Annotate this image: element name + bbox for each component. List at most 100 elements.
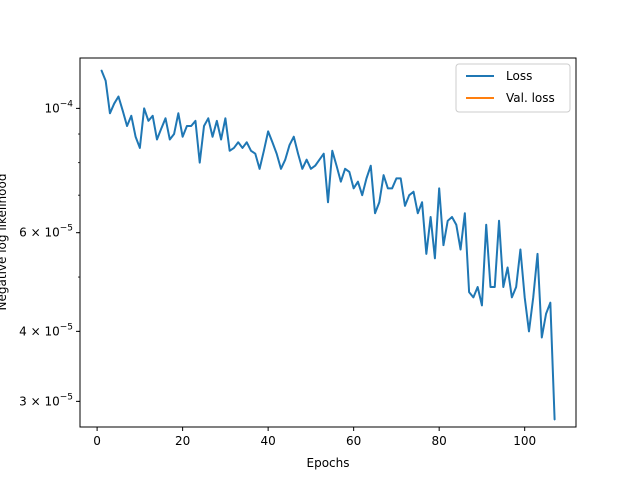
- y-axis-label: Negative log likelihood: [0, 174, 9, 311]
- data-point: [502, 286, 504, 288]
- data-point: [263, 150, 265, 152]
- data-point: [344, 168, 346, 170]
- data-point: [280, 168, 282, 170]
- plot-area: [100, 69, 556, 421]
- data-point: [506, 266, 509, 269]
- data-point: [327, 201, 329, 203]
- data-point: [237, 141, 239, 143]
- data-point: [267, 130, 269, 132]
- y-tick-label: 4 × 10−5: [19, 322, 73, 338]
- data-point: [357, 181, 359, 183]
- data-point: [190, 125, 192, 127]
- data-point: [554, 419, 556, 421]
- data-point: [387, 187, 389, 189]
- data-point: [293, 136, 295, 138]
- data-point: [203, 125, 205, 127]
- data-point: [156, 138, 158, 141]
- y-tick-label: 6 × 10−5: [19, 224, 73, 240]
- data-point: [498, 220, 500, 222]
- data-point: [199, 162, 201, 164]
- data-point: [276, 153, 278, 155]
- data-point: [143, 107, 145, 109]
- data-point: [408, 194, 410, 196]
- data-point: [515, 286, 517, 288]
- data-point: [404, 205, 406, 207]
- data-point: [323, 153, 325, 155]
- x-axis-label: Epochs: [307, 456, 350, 470]
- data-point: [425, 253, 427, 255]
- data-point: [306, 159, 308, 161]
- series-points-loss: [100, 69, 556, 421]
- data-point: [216, 120, 218, 122]
- data-point: [477, 286, 479, 288]
- data-point: [284, 159, 286, 161]
- x-tick-label: 40: [260, 434, 275, 448]
- x-tick-label: 20: [175, 434, 190, 448]
- data-point: [541, 336, 543, 339]
- data-point: [224, 117, 226, 119]
- data-point: [438, 187, 440, 189]
- data-point: [442, 244, 445, 246]
- data-point: [511, 296, 513, 298]
- data-point: [451, 216, 453, 218]
- data-point: [335, 165, 338, 167]
- data-point: [412, 191, 415, 193]
- data-point: [468, 291, 470, 293]
- data-point: [528, 330, 530, 332]
- data-point: [246, 141, 248, 143]
- data-point: [177, 112, 179, 114]
- data-point: [494, 286, 496, 288]
- data-point: [314, 165, 316, 167]
- data-point: [421, 201, 423, 203]
- data-point: [378, 201, 380, 203]
- data-point: [310, 168, 312, 170]
- data-point: [211, 136, 214, 138]
- data-point: [271, 141, 274, 143]
- data-point: [152, 115, 154, 117]
- data-point: [400, 177, 402, 179]
- x-tick-label: 100: [513, 434, 536, 448]
- data-point: [164, 117, 167, 119]
- data-point: [258, 168, 261, 170]
- data-point: [126, 125, 128, 127]
- x-tick-label: 60: [346, 434, 361, 448]
- y-tick-label: 10−4: [44, 99, 73, 115]
- data-point: [353, 187, 355, 189]
- data-point: [130, 115, 132, 117]
- data-point: [519, 248, 522, 251]
- data-point: [100, 69, 102, 71]
- data-point: [220, 138, 222, 141]
- data-point: [194, 120, 197, 122]
- data-point: [365, 177, 368, 179]
- x-axis-ticks: 0 20 40 60 80 100: [93, 427, 536, 448]
- data-point: [186, 125, 188, 127]
- x-tick-label: 0: [93, 434, 101, 448]
- data-point: [254, 153, 256, 155]
- data-point: [361, 194, 363, 196]
- data-point: [160, 128, 162, 130]
- data-point: [105, 80, 107, 82]
- data-point: [536, 253, 539, 255]
- data-point: [549, 302, 551, 304]
- data-point: [134, 136, 137, 138]
- data-point: [250, 150, 252, 152]
- data-point: [532, 296, 534, 298]
- data-point: [182, 136, 184, 138]
- data-point: [485, 224, 487, 226]
- data-point: [207, 117, 209, 119]
- data-point: [459, 248, 462, 251]
- data-point: [301, 168, 303, 170]
- data-point: [489, 286, 492, 288]
- data-point: [169, 138, 171, 141]
- y-tick-label: 3 × 10−5: [19, 392, 73, 408]
- data-point: [340, 181, 342, 183]
- data-point: [288, 144, 291, 146]
- legend: Loss Val. loss: [455, 63, 571, 113]
- data-point: [113, 102, 115, 105]
- data-point: [395, 177, 398, 179]
- data-point: [464, 212, 466, 214]
- data-point: [229, 150, 231, 152]
- data-point: [139, 147, 141, 149]
- data-point: [545, 313, 547, 315]
